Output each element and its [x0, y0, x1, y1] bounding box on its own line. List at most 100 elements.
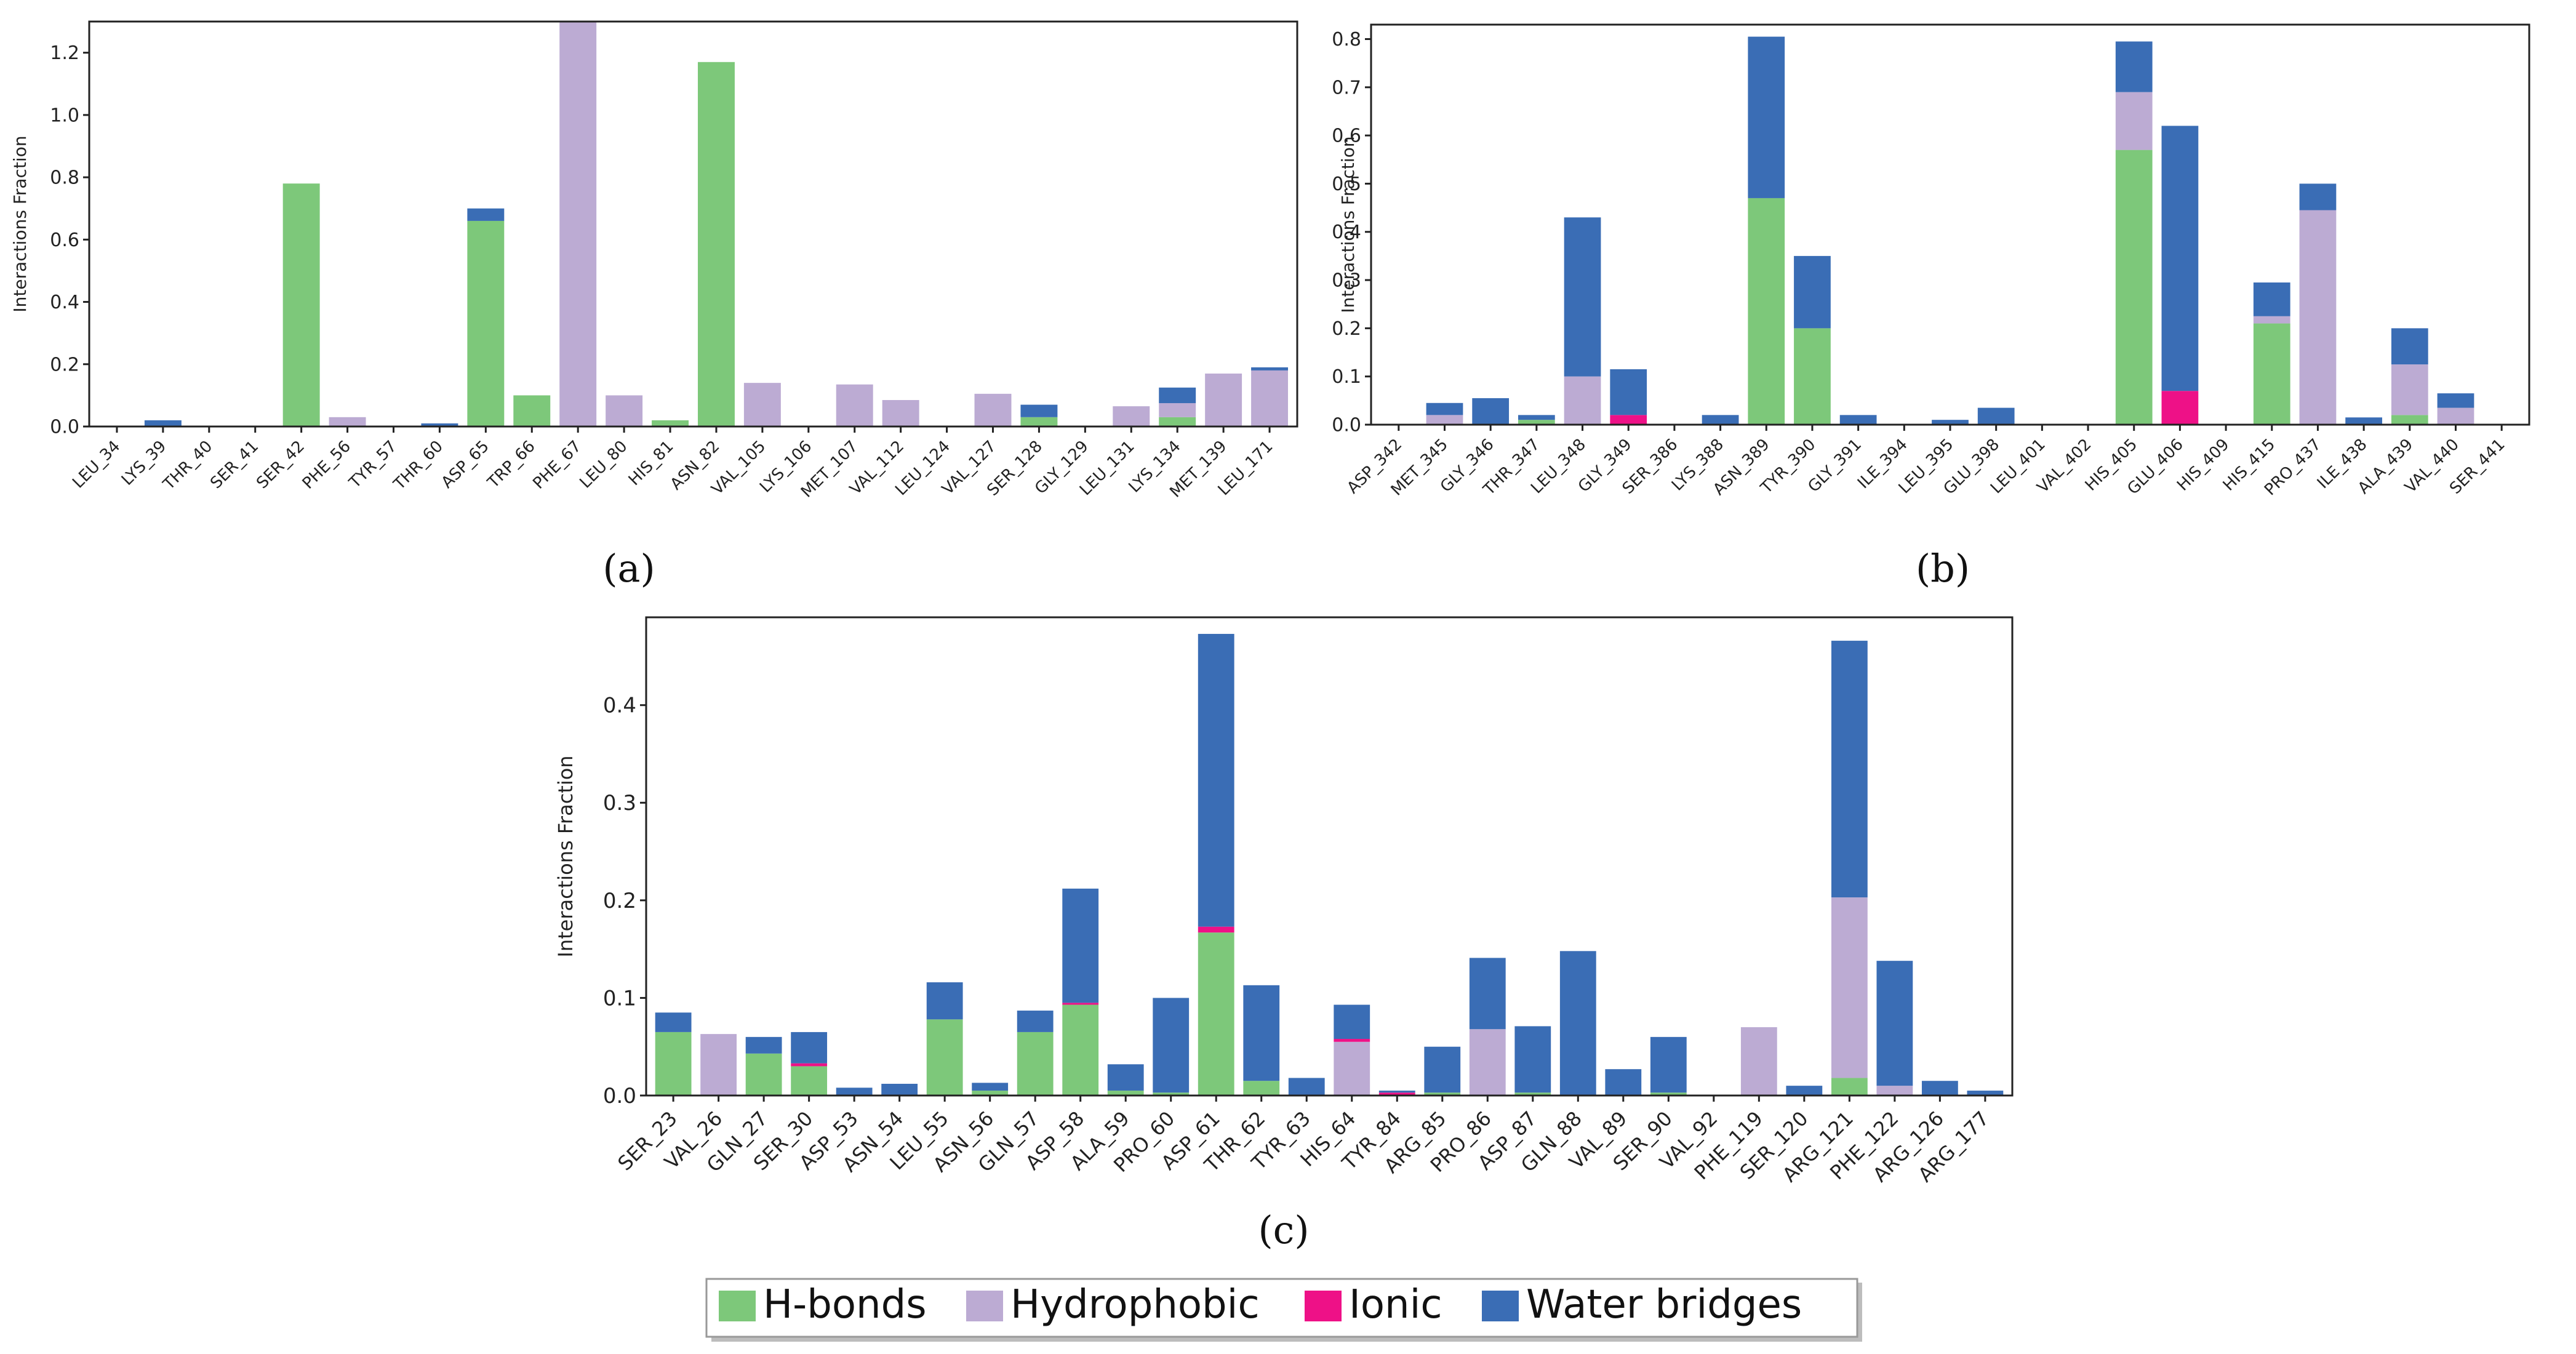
x-tick-label: LEU_34: [69, 437, 124, 492]
bar-hbonds-his_405: [2115, 150, 2153, 425]
plot-frame: [88, 20, 1298, 428]
plot-frame: [645, 616, 2014, 1097]
bar-ionic-tyr_84: [1378, 1092, 1415, 1096]
bar-hbonds-gln_27: [745, 1053, 782, 1096]
bar-ionic-asp_61: [1198, 926, 1234, 933]
bar-hbonds-ser_30: [791, 1066, 828, 1096]
bar-water-his_405: [2115, 41, 2153, 92]
bar-water-gly_349: [1610, 369, 1647, 415]
bar-water-tyr_63: [1288, 1078, 1325, 1096]
bar-hbonds-asp_87: [1514, 1092, 1551, 1096]
bar-ionic-glu_406: [2161, 391, 2199, 425]
bar-water-gln_57: [1017, 1011, 1054, 1032]
bar-hbonds-ala_59: [1107, 1091, 1144, 1096]
bar-hbonds-ser_23: [655, 1032, 692, 1096]
legend-box: [705, 1278, 1858, 1338]
bar-water-glu_398: [1977, 407, 2015, 425]
bar-water-val_89: [1605, 1069, 1642, 1096]
bar-water-ala_439: [2391, 328, 2428, 365]
bar-water-gln_27: [745, 1036, 782, 1054]
bar-hydrophobic-val_26: [700, 1034, 737, 1096]
bar-water-asp_87: [1514, 1026, 1551, 1093]
x-tick-label: TRP_66: [484, 437, 539, 492]
y-tick-label: 0.0: [50, 417, 79, 438]
panel-c-label: (c): [1258, 1208, 1309, 1252]
bar-water-asn_54: [881, 1083, 918, 1096]
y-axis-title: Interactions Fraction: [10, 135, 30, 312]
bar-water-tyr_84: [1378, 1091, 1415, 1093]
bar-water-his_64: [1334, 1004, 1370, 1040]
bar-water-ile_438: [2345, 417, 2383, 425]
y-tick-label: 1.2: [50, 42, 79, 64]
legend-swatch-water: [1482, 1291, 1519, 1321]
bar-hbonds-ala_439: [2391, 415, 2428, 425]
x-tick-label: THR_40: [159, 437, 216, 494]
legend-label-ionic: Ionic: [1349, 1282, 1442, 1328]
bar-hydrophobic-met_345: [1426, 415, 1463, 425]
y-tick-label: 0.8: [50, 167, 79, 189]
bar-hbonds-arg_121: [1831, 1078, 1868, 1096]
bar-water-ser_30: [791, 1032, 828, 1064]
y-tick-label: 0.0: [603, 1084, 636, 1108]
bar-hbonds-asp_65: [467, 220, 505, 427]
bar-hbonds-asp_61: [1198, 932, 1234, 1096]
bar-water-asp_61: [1198, 633, 1234, 927]
bar-water-leu_348: [1564, 217, 1601, 377]
bar-hbonds-his_415: [2253, 323, 2290, 425]
x-tick-label: TYR_57: [345, 437, 401, 492]
x-tick-label: SER_42: [253, 437, 308, 492]
legend-swatch-hbonds: [719, 1291, 756, 1321]
legend-label-water: Water bridges: [1526, 1282, 1802, 1328]
bar-hydrophobic-phe_56: [329, 417, 366, 427]
bar-hydrophobic-leu_80: [606, 395, 643, 427]
bar-water-gly_346: [1472, 398, 1510, 425]
bar-hbonds-pro_60: [1153, 1092, 1190, 1096]
bar-hbonds-tyr_390: [1794, 328, 1831, 425]
bar-hydrophobic-phe_122: [1876, 1086, 1913, 1096]
panel-b-chart: 0.00.10.20.30.40.50.60.70.8ASP_342MET_34…: [1332, 23, 2530, 500]
bar-hbonds-thr_347: [1518, 420, 1555, 425]
bar-hydrophobic-leu_171: [1251, 370, 1289, 427]
y-tick-label: 0.8: [1332, 29, 1361, 50]
bar-water-glu_406: [2161, 126, 2199, 391]
bar-hydrophobic-his_405: [2115, 92, 2153, 150]
bar-water-val_440: [2437, 393, 2474, 408]
bar-hydrophobic-val_112: [882, 399, 919, 427]
bar-water-pro_60: [1153, 998, 1190, 1093]
y-tick-label: 0.5: [1332, 174, 1361, 195]
bar-water-asn_389: [1748, 36, 1785, 198]
y-tick-label: 0.7: [1332, 77, 1361, 98]
y-tick-label: 0.1: [1332, 366, 1361, 388]
y-tick-label: 0.2: [50, 354, 79, 375]
bar-hydrophobic-val_127: [974, 393, 1012, 427]
y-tick-label: 0.3: [1332, 270, 1361, 292]
y-tick-label: 0.3: [603, 791, 636, 815]
bar-hbonds-gln_57: [1017, 1032, 1054, 1096]
bar-water-ser_128: [1020, 404, 1058, 417]
bar-water-ser_90: [1650, 1036, 1687, 1093]
bar-hydrophobic-arg_121: [1831, 897, 1868, 1078]
bar-water-thr_62: [1243, 985, 1280, 1081]
bar-water-arg_177: [1967, 1091, 2004, 1096]
bar-hydrophobic-pro_437: [2299, 210, 2337, 425]
legend-label-hydrophobic: Hydrophobic: [1010, 1282, 1260, 1328]
bar-water-thr_347: [1518, 415, 1555, 420]
bar-hbonds-leu_55: [926, 1019, 963, 1096]
bar-water-arg_121: [1831, 641, 1868, 898]
bar-water-arg_126: [1921, 1081, 1958, 1096]
bar-water-gln_88: [1559, 951, 1596, 1096]
bar-hydrophobic-ala_439: [2391, 364, 2428, 415]
bar-water-ala_59: [1107, 1064, 1144, 1091]
bar-ionic-gly_349: [1610, 415, 1647, 425]
y-tick-label: 0.0: [1332, 415, 1361, 436]
y-tick-label: 0.6: [50, 230, 79, 251]
bar-water-lys_39: [144, 420, 182, 427]
bar-water-lys_134: [1159, 387, 1196, 404]
bar-hydrophobic-met_139: [1205, 373, 1242, 427]
y-tick-label: 0.6: [1332, 126, 1361, 147]
x-tick-label: SER_41: [207, 437, 262, 492]
bar-hydrophobic-phe_119: [1740, 1027, 1777, 1096]
bar-hbonds-asp_58: [1062, 1004, 1099, 1096]
y-tick-label: 0.2: [1332, 318, 1361, 340]
